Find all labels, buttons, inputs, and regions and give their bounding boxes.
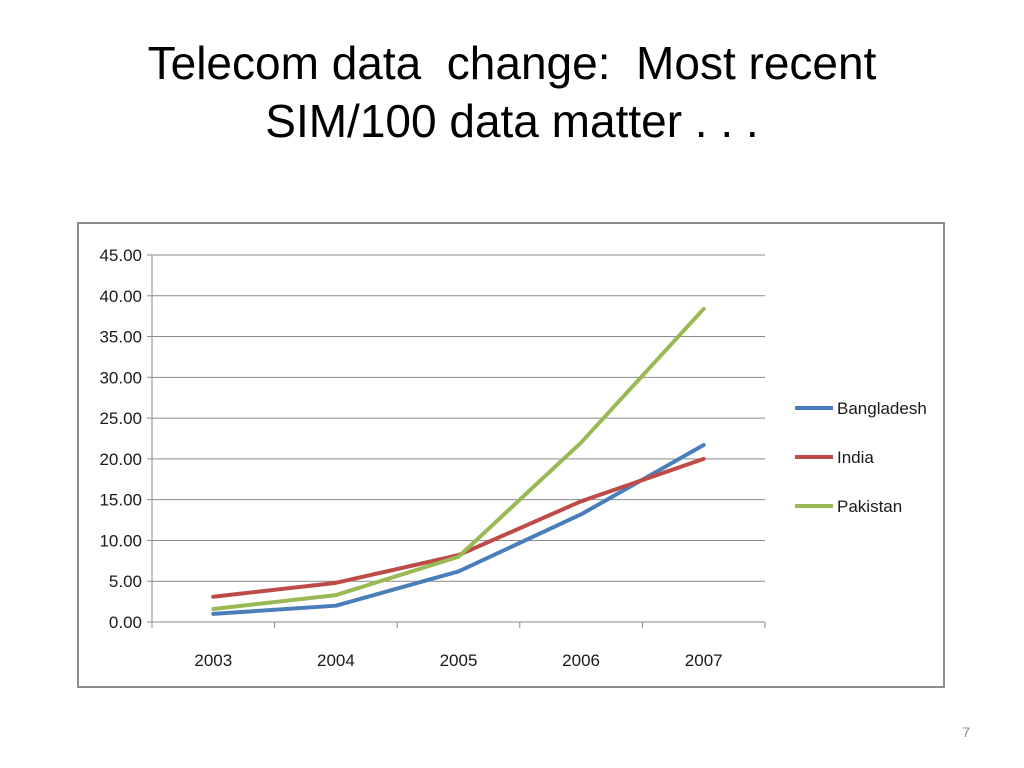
x-tick-label: 2003	[194, 651, 232, 670]
gridlines	[152, 254, 765, 582]
x-tick-label: 2007	[685, 651, 723, 670]
y-tick-label: 10.00	[99, 531, 142, 550]
y-tick-label: 40.00	[99, 287, 142, 306]
y-tick-label: 25.00	[99, 409, 142, 428]
axes	[147, 254, 766, 628]
series-line-india	[211, 456, 706, 599]
y-tick-label: 5.00	[109, 572, 142, 591]
y-tick-label: 35.00	[99, 328, 142, 347]
slide-title-line-2: SIM/100 data matter . . .	[265, 95, 759, 147]
y-tick-label: 45.00	[99, 246, 142, 265]
legend: Bangladesh India Pakistan	[795, 399, 927, 516]
x-tick-label: 2005	[440, 651, 478, 670]
y-tick-label: 15.00	[99, 491, 142, 510]
series-line-bangladesh	[211, 443, 706, 616]
y-tick-label: 20.00	[99, 450, 142, 469]
legend-label-pakistan: Pakistan	[837, 497, 902, 516]
x-tick-labels: 2003 2004 2005 2006 2007	[194, 651, 722, 670]
legend-label-india: India	[837, 448, 874, 467]
legend-label-bangladesh: Bangladesh	[837, 399, 927, 418]
slide-title-line-1: Telecom data change: Most recent	[147, 37, 877, 89]
x-tick-label: 2004	[317, 651, 355, 670]
y-tick-labels: 0.00 5.00 10.00 15.00 20.00 25.00 30.00 35.00 40…	[99, 246, 142, 632]
x-tick-label: 2006	[562, 651, 600, 670]
page-number: 7	[962, 724, 970, 740]
y-tick-label: 30.00	[99, 368, 142, 387]
line-chart: 0.00 5.00 10.00 15.00 20.00 25.00 30.00 35.00 40…	[99, 246, 927, 670]
series-line-pakistan	[211, 306, 706, 611]
y-tick-label: 0.00	[109, 613, 142, 632]
chart-frame: 0.00 5.00 10.00 15.00 20.00 25.00 30.00 35.00 40…	[77, 222, 945, 688]
slide-title: Telecom data change: Most recent SIM/100…	[60, 34, 964, 150]
series-lines	[211, 306, 706, 616]
